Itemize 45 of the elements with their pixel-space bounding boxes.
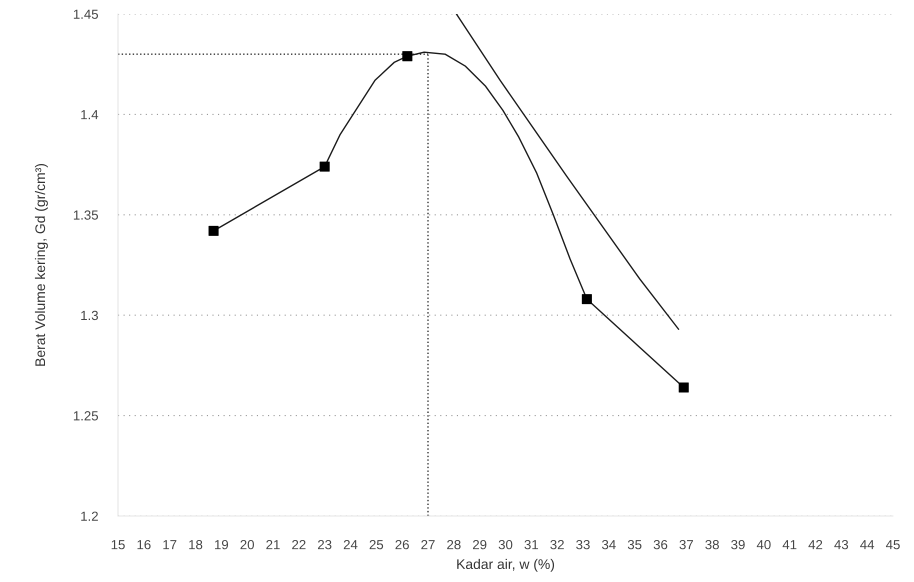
x-tick-label: 16 (138, 540, 151, 550)
x-tick-label: 33 (576, 540, 590, 550)
point (208, 226, 219, 236)
point (402, 51, 412, 62)
x-tick-label: 23 (318, 540, 332, 550)
x-tick-label: 35 (628, 540, 642, 550)
x-tick-label: 42 (808, 540, 822, 550)
x-tick-label: 26 (395, 540, 409, 550)
x-tick-label: 28 (447, 540, 461, 550)
y-axis-title: Berat Volume kering, Gd (gr/cm³) (34, 164, 48, 366)
y-tick-label: 1.4 (81, 110, 98, 120)
x-tick-label: 36 (654, 540, 668, 550)
x-tick-label: 40 (756, 540, 771, 550)
x-tick-label: 45 (886, 540, 900, 550)
x-tick-label: 41 (782, 540, 796, 550)
x-tick-label: 43 (834, 540, 848, 550)
x-tick-label: 39 (731, 540, 745, 550)
point (678, 382, 689, 393)
x-tick-label: 21 (266, 540, 280, 550)
y-tick-label: 1.2 (81, 512, 98, 521)
x-tick-label: 44 (860, 540, 874, 550)
y-tick-label: 1.3 (81, 310, 98, 320)
x-tick-label: 25 (370, 540, 384, 550)
x-tick-label: 29 (472, 540, 486, 550)
x-tick-label: 34 (602, 540, 616, 550)
y-tick-label: 1.35 (74, 210, 98, 220)
point (582, 294, 592, 304)
x-tick-label: 19 (215, 540, 228, 550)
x-tick-label: 38 (705, 540, 719, 550)
x-tick-label: 20 (240, 540, 254, 550)
x-tick-label: 18 (189, 540, 202, 550)
x-tick-label: 32 (550, 540, 564, 550)
x-axis-title: Kadar air, w (%) (457, 558, 554, 572)
y-tick-label: 1.25 (74, 411, 98, 421)
x-tick-label: 27 (421, 540, 435, 550)
x-tick-label: 22 (292, 540, 306, 550)
x-tick-label: 37 (680, 540, 694, 550)
x-tick-label: 31 (524, 540, 538, 550)
x-tick-label: 24 (344, 540, 358, 550)
x-tick-label: 15 (112, 540, 125, 550)
x-tick-label: 30 (498, 540, 512, 550)
y-tick-label: 1.45 (74, 10, 98, 19)
point (320, 162, 330, 172)
line-series (456, 14, 680, 330)
x-tick-label: 17 (163, 540, 176, 550)
